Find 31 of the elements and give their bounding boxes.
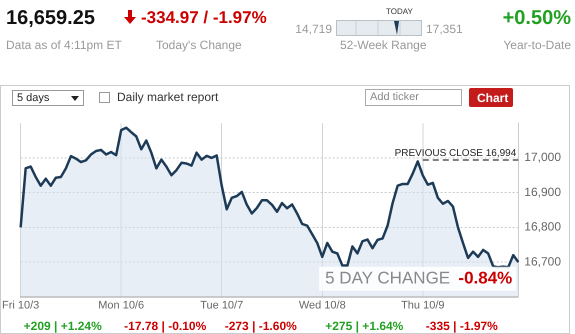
text: TODAY [386,7,413,16]
y-tick-label: 17,000 [524,150,562,164]
text: -273 | -1.60% [224,319,298,334]
text: +275 | +1.64% [325,319,404,334]
x-tick-label: Mon 10/6 [98,299,144,312]
text: -17.78 | -0.10% [124,319,207,334]
text: -334.97 / -1.97% [141,8,267,28]
dropdown: 5 days [12,90,84,106]
text: Today's Change [156,38,242,52]
text: Daily market report [117,90,218,104]
text: Year-to-Date [503,38,571,52]
text: 52-Week Range [340,38,426,52]
y-tick-label: 16,800 [524,220,562,234]
text-field: Add ticker [365,89,462,106]
x-tick-label: Fri 10/3 [2,299,40,312]
text: +0.50% [502,7,571,30]
ref-line-label: PREVIOUS CLOSE 16,994 [394,148,517,159]
text: 17,351 [426,22,463,36]
annotation: 5 DAY CHANGE [325,268,450,288]
text: Data as of 4:11pm ET [6,38,122,52]
text: 16,659.25 [6,7,95,30]
annotation: -0.84% [458,268,512,288]
y-tick-label: 16,700 [524,254,562,268]
text: 14,719 [295,22,332,36]
chart-button: Chart [469,88,513,107]
x-tick-label: Tue 10/7 [200,299,244,312]
text: +209 | +1.24% [24,319,102,334]
text: -335 | -1.97% [426,319,498,334]
x-tick-label: Wed 10/8 [298,299,346,312]
y-tick-label: 16,900 [524,184,562,199]
x-tick-label: Thu 10/9 [401,299,444,312]
